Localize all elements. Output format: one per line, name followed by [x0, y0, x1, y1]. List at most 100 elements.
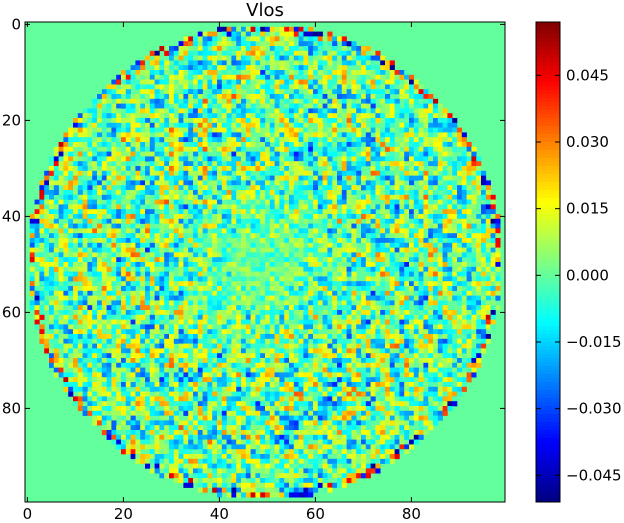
heatmap-cell — [298, 204, 304, 210]
heatmap-cell — [217, 199, 223, 205]
heatmap-cell — [207, 353, 213, 359]
heatmap-cell — [476, 228, 482, 234]
heatmap-cell — [154, 334, 160, 340]
heatmap-cell — [457, 127, 463, 133]
heatmap-cell — [356, 146, 362, 152]
heatmap-cell — [370, 166, 376, 172]
heatmap-cell — [111, 319, 117, 325]
heatmap-cell — [394, 146, 400, 152]
heatmap-cell — [193, 199, 199, 205]
heatmap-cell — [370, 290, 376, 296]
heatmap-cell — [49, 314, 55, 320]
heatmap-cell — [39, 252, 45, 258]
heatmap-cell — [173, 324, 179, 330]
heatmap-cell — [260, 74, 266, 80]
heatmap-cell — [428, 166, 434, 172]
heatmap-cell — [236, 266, 242, 272]
heatmap-cell — [265, 46, 271, 52]
heatmap-cell — [490, 214, 496, 220]
heatmap-cell — [58, 194, 64, 200]
heatmap-cell — [173, 334, 179, 340]
heatmap-cell — [442, 319, 448, 325]
heatmap-cell — [140, 142, 146, 148]
heatmap-cell — [121, 170, 127, 176]
heatmap-cell — [231, 175, 237, 181]
heatmap-cell — [437, 151, 443, 157]
heatmap-cell — [97, 94, 103, 100]
heatmap-cell — [404, 70, 410, 76]
heatmap-cell — [97, 343, 103, 349]
heatmap-cell — [145, 300, 151, 306]
heatmap-cell — [212, 343, 218, 349]
heatmap-cell — [346, 161, 352, 167]
heatmap-cell — [303, 310, 309, 316]
heatmap-cell — [241, 271, 247, 277]
heatmap-cell — [481, 295, 487, 301]
heatmap-cell — [265, 218, 271, 224]
heatmap-cell — [269, 266, 275, 272]
heatmap-cell — [461, 281, 467, 287]
heatmap-cell — [231, 26, 237, 32]
heatmap-cell — [437, 305, 443, 311]
heatmap-cell — [322, 161, 328, 167]
heatmap-cell — [188, 194, 194, 200]
heatmap-cell — [183, 338, 189, 344]
heatmap-cell — [121, 305, 127, 311]
heatmap-cell — [82, 252, 88, 258]
heatmap-cell — [332, 108, 338, 114]
heatmap-cell — [169, 281, 175, 287]
heatmap-cell — [130, 238, 136, 244]
heatmap-cell — [145, 218, 151, 224]
heatmap-cell — [447, 161, 453, 167]
heatmap-cell — [202, 60, 208, 66]
heatmap-cell — [452, 262, 458, 268]
heatmap-cell — [461, 324, 467, 330]
heatmap-cell — [202, 209, 208, 215]
heatmap-cell — [111, 79, 117, 85]
heatmap-cell — [274, 166, 280, 172]
heatmap-cell — [413, 127, 419, 133]
heatmap-cell — [375, 257, 381, 263]
heatmap-cell — [101, 266, 107, 272]
heatmap-cell — [337, 190, 343, 196]
heatmap-cell — [149, 329, 155, 335]
heatmap-cell — [173, 204, 179, 210]
heatmap-cell — [490, 314, 496, 320]
heatmap-cell — [413, 175, 419, 181]
heatmap-cell — [116, 94, 122, 100]
heatmap-cell — [375, 338, 381, 344]
heatmap-cell — [303, 334, 309, 340]
heatmap-cell — [269, 60, 275, 66]
heatmap-cell — [97, 151, 103, 157]
heatmap-cell — [188, 50, 194, 56]
heatmap-cell — [317, 41, 323, 47]
heatmap-cell — [289, 84, 295, 90]
heatmap-cell — [111, 84, 117, 90]
heatmap-cell — [289, 74, 295, 80]
heatmap-cell — [164, 50, 170, 56]
heatmap-cell — [269, 166, 275, 172]
heatmap-cell — [236, 60, 242, 66]
heatmap-cell — [327, 324, 333, 330]
heatmap-cell — [481, 310, 487, 316]
heatmap-cell — [269, 89, 275, 95]
heatmap-cell — [351, 94, 357, 100]
heatmap-cell — [327, 286, 333, 292]
heatmap-cell — [327, 218, 333, 224]
heatmap-cell — [452, 319, 458, 325]
heatmap-cell — [135, 334, 141, 340]
heatmap-cell — [418, 276, 424, 282]
heatmap-cell — [269, 50, 275, 56]
heatmap-cell — [303, 70, 309, 76]
heatmap-cell — [370, 247, 376, 253]
heatmap-cell — [241, 74, 247, 80]
heatmap-cell — [68, 185, 74, 191]
heatmap-cell — [169, 84, 175, 90]
heatmap-cell — [466, 334, 472, 340]
heatmap-cell — [188, 46, 194, 52]
heatmap-cell — [77, 233, 83, 239]
heatmap-cell — [87, 180, 93, 186]
heatmap-cell — [193, 137, 199, 143]
heatmap-cell — [485, 214, 491, 220]
heatmap-cell — [202, 257, 208, 263]
